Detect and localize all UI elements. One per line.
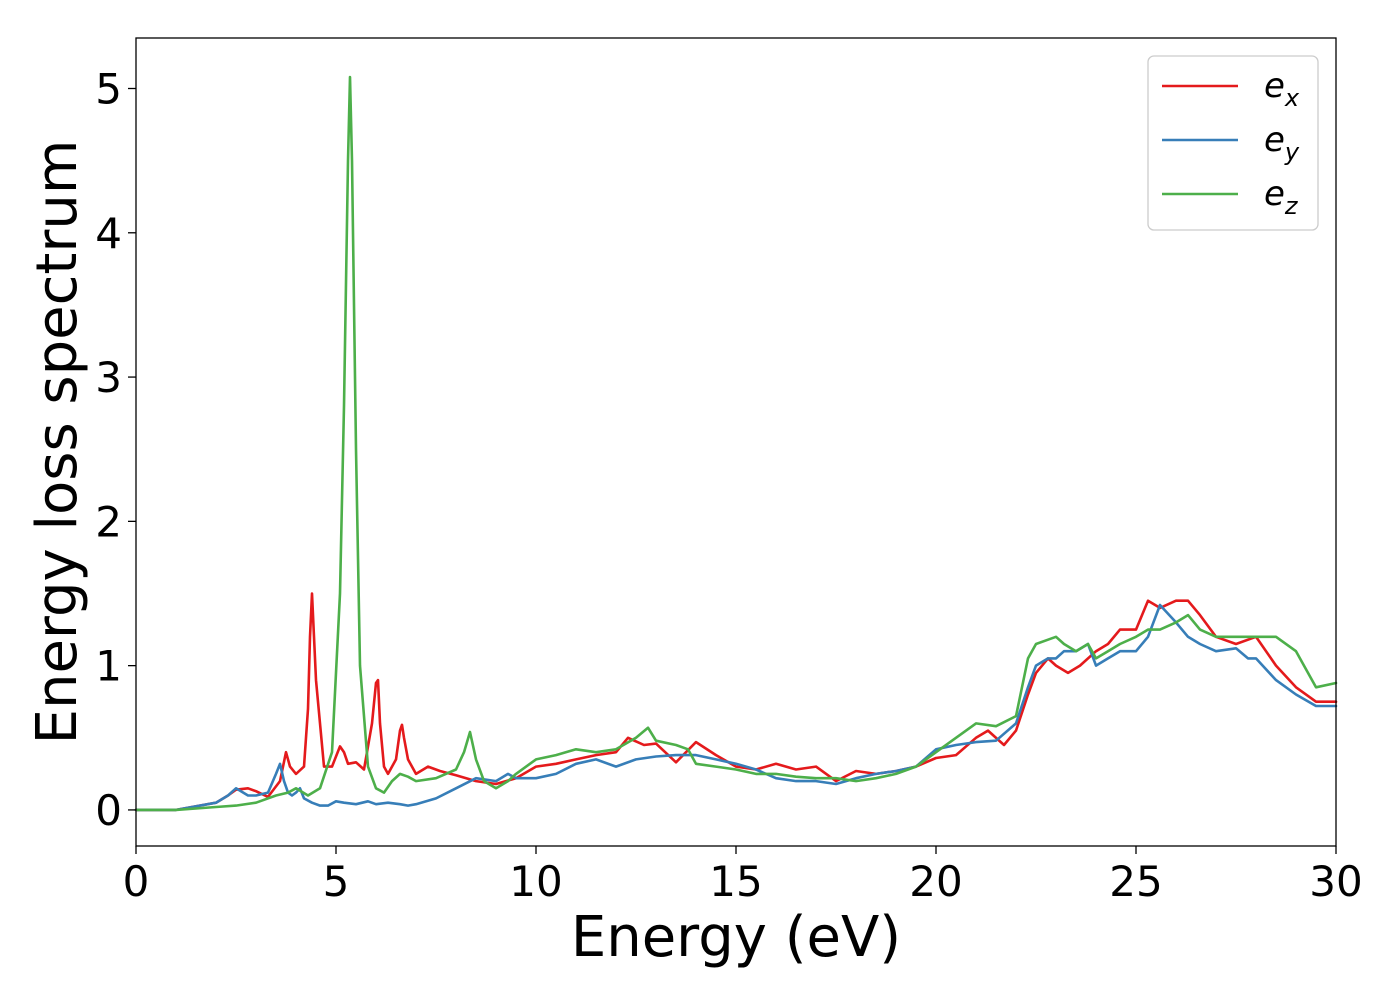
x-tick-label: 25: [1109, 857, 1162, 906]
y-tick-label: 1: [95, 642, 122, 691]
plot-background: [136, 38, 1336, 846]
y-tick-label: 0: [95, 786, 122, 835]
legend-label-main: e: [1264, 66, 1285, 106]
x-tick-label: 15: [709, 857, 762, 906]
x-tick-label: 0: [123, 857, 150, 906]
x-tick-label: 20: [909, 857, 962, 906]
legend-label: ez: [1264, 174, 1299, 220]
x-tick-label: 30: [1309, 857, 1362, 906]
x-tick-label: 5: [323, 857, 350, 906]
y-tick-label: 5: [95, 65, 122, 114]
legend-label-subscript: y: [1284, 138, 1300, 166]
y-tick-label: 2: [95, 497, 122, 546]
series-layer: [134, 75, 1338, 812]
y-axis-label: Energy loss spectrum: [25, 140, 90, 745]
y-tick-label: 4: [95, 209, 122, 258]
legend-label: ex: [1264, 66, 1300, 112]
legend-label-subscript: x: [1284, 84, 1300, 112]
legend-label-main: e: [1264, 174, 1285, 214]
y-tick-label: 3: [95, 353, 122, 402]
y-axis: 0 1 2 3 4 5: [95, 65, 136, 835]
x-axis-label: Energy (eV): [571, 905, 901, 970]
legend-label-main: e: [1264, 120, 1285, 160]
x-tick-label: 10: [509, 857, 562, 906]
series-line-ex: [134, 592, 1338, 812]
legend-label: ey: [1264, 120, 1300, 166]
x-axis: 0 5 10 15 20 25 30: [123, 846, 1363, 906]
series-line-ez: [134, 75, 1338, 812]
legend-box: [1147, 55, 1319, 231]
legend-label-subscript: z: [1284, 192, 1299, 220]
